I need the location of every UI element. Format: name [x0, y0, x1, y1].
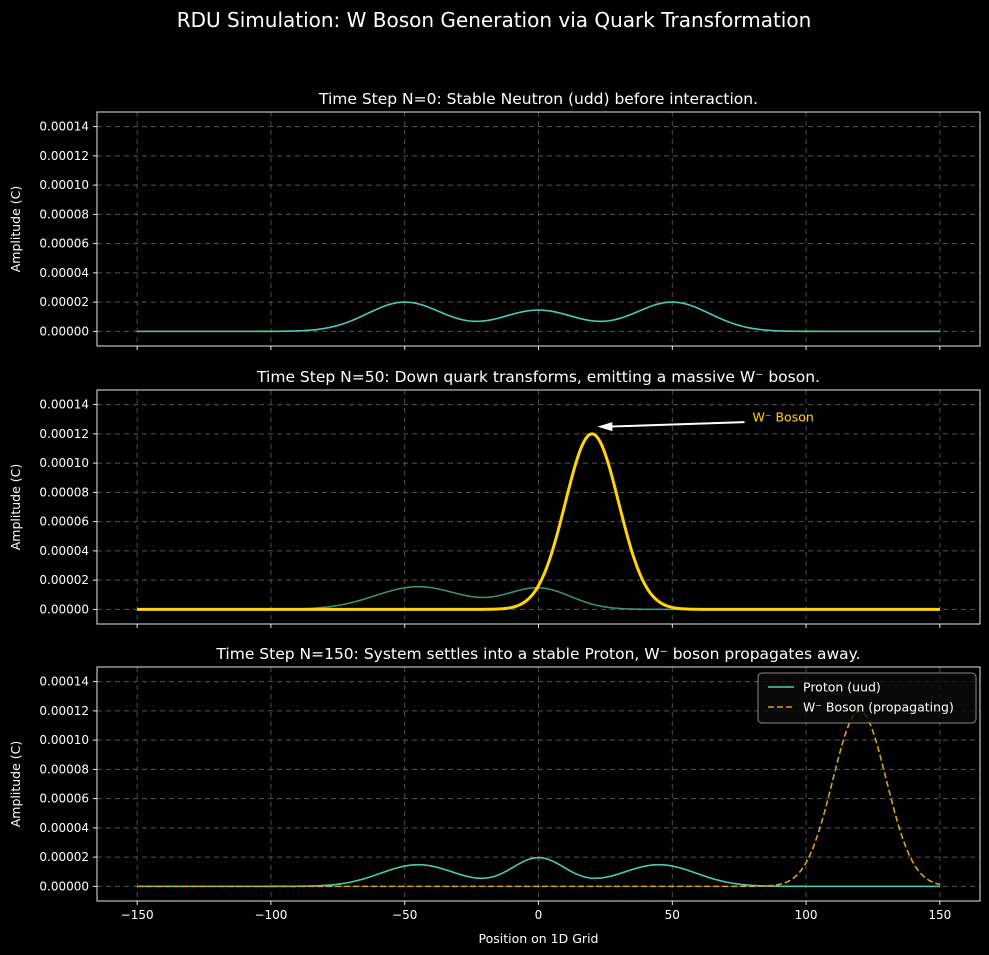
y-tick-label: 0.00006	[39, 237, 89, 251]
subplot-title: Time Step N=150: System settles into a s…	[215, 645, 860, 663]
x-tick-label: −100	[254, 908, 287, 922]
axes-frame	[96, 389, 981, 625]
annotation-label: W⁻ Boson	[753, 409, 814, 424]
y-tick-label: 0.00000	[39, 324, 89, 338]
x-tick-label: 50	[665, 908, 680, 922]
x-tick-label: 100	[795, 908, 818, 922]
series-line-2	[137, 710, 941, 888]
axes-frame	[96, 111, 981, 347]
y-tick-label: 0.00008	[39, 207, 89, 221]
legend-label: W⁻ Boson (propagating)	[803, 700, 954, 715]
figure-title: RDU Simulation: W Boson Generation via Q…	[177, 8, 812, 32]
y-tick-label: 0.00004	[39, 821, 89, 835]
subplots: Time Step N=0: Stable Neutron (udd) befo…	[8, 90, 981, 946]
y-tick-label: 0.00012	[39, 427, 89, 441]
x-axis-label: Position on 1D Grid	[479, 931, 599, 946]
y-tick-label: 0.00008	[39, 485, 89, 499]
legend-box	[757, 672, 977, 724]
y-tick-label: 0.00014	[39, 675, 89, 689]
x-tick-label: −150	[121, 908, 154, 922]
y-tick-label: 0.00006	[39, 792, 89, 806]
subplot-2: Time Step N=50: Down quark transforms, e…	[8, 368, 981, 628]
y-tick-label: 0.00004	[39, 266, 89, 280]
y-axis-label: Amplitude (C)	[8, 741, 23, 828]
legend: Proton (uud) W⁻ Boson (propagating)	[757, 672, 977, 724]
legend-label: Proton (uud)	[803, 680, 881, 695]
y-tick-label: 0.00012	[39, 704, 89, 718]
y-tick-label: 0.00014	[39, 120, 89, 134]
series-line-2	[136, 432, 941, 611]
y-axis-label: Amplitude (C)	[8, 186, 23, 273]
x-tick-label: 150	[928, 908, 951, 922]
series-line-1	[137, 301, 940, 333]
y-tick-label: 0.00012	[39, 149, 89, 163]
y-tick-label: 0.00010	[39, 178, 89, 192]
subplot-1: Time Step N=0: Stable Neutron (udd) befo…	[8, 90, 981, 350]
y-axis-label: Amplitude (C)	[8, 464, 23, 551]
subplot-title: Time Step N=50: Down quark transforms, e…	[256, 368, 820, 386]
subplot-3: Time Step N=150: System settles into a s…	[8, 645, 981, 946]
y-tick-label: 0.00000	[39, 602, 89, 616]
y-tick-label: 0.00004	[39, 544, 89, 558]
y-tick-label: 0.00010	[39, 456, 89, 470]
x-tick-label: −50	[392, 908, 417, 922]
y-tick-label: 0.00002	[39, 850, 89, 864]
y-tick-label: 0.00010	[39, 733, 89, 747]
y-tick-label: 0.00000	[39, 879, 89, 893]
axes-frame	[96, 666, 981, 902]
x-tick-label: 0	[535, 908, 543, 922]
y-tick-label: 0.00002	[39, 573, 89, 587]
y-tick-label: 0.00014	[39, 398, 89, 412]
y-tick-label: 0.00006	[39, 515, 89, 529]
y-tick-label: 0.00008	[39, 762, 89, 776]
y-tick-label: 0.00002	[39, 295, 89, 309]
series-line-1	[137, 856, 940, 888]
subplot-title: Time Step N=0: Stable Neutron (udd) befo…	[318, 90, 758, 108]
annotation-arrow-shaft	[609, 421, 745, 428]
annotation-arrow-head	[597, 422, 613, 432]
